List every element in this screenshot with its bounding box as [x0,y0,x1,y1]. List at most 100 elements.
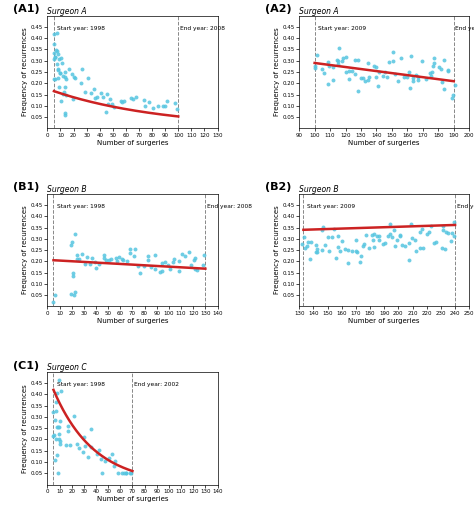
Point [429,62,437,70]
Point [112,253,120,262]
Point [71,230,78,239]
Point [52,53,59,61]
Point [54,423,61,431]
Point [70,269,77,278]
Point [114,469,121,477]
Point [448,94,456,103]
Point [334,243,342,251]
Point [95,445,103,454]
Point [324,80,332,88]
Point [79,448,86,456]
Point [105,256,113,265]
Point [325,62,333,70]
Point [170,255,177,263]
Point [435,63,442,71]
Point [449,91,456,99]
Point [52,455,59,464]
Point [126,249,134,257]
Point [61,73,69,81]
Point [55,423,62,431]
Point [145,98,153,106]
Point [58,96,65,105]
Point [357,252,365,260]
Point [339,54,346,62]
Point [108,100,116,108]
Point [345,259,352,267]
Point [50,298,57,306]
Point [362,231,370,240]
Point [59,72,67,80]
Point [88,254,96,263]
Point [324,57,332,66]
Point [88,89,95,97]
Point [54,50,62,58]
Point [341,245,349,254]
Point [70,412,78,420]
Point [333,55,340,64]
Point [105,454,112,463]
Point [68,238,75,246]
Text: End year: 2012: End year: 2012 [456,26,474,31]
Point [84,74,92,82]
Point [352,70,359,78]
Point [70,95,77,103]
Point [78,65,86,73]
Point [408,52,415,60]
Y-axis label: Frequency of recurrences: Frequency of recurrences [22,206,28,294]
Point [312,247,320,256]
Point [300,233,308,241]
Point [391,70,399,79]
Text: Start year: 1998: Start year: 1998 [57,26,105,31]
Point [303,241,310,250]
Point [353,248,361,256]
Point [385,58,392,66]
Point [72,288,79,296]
Point [53,29,60,38]
Point [379,72,387,80]
Point [51,75,59,83]
X-axis label: Number of surgeries: Number of surgeries [348,140,420,146]
Point [397,54,404,62]
Point [119,256,127,265]
Point [107,254,115,263]
Point [60,88,68,96]
Text: (A2): (A2) [265,4,292,15]
Point [53,47,60,56]
Point [62,91,70,99]
Point [334,57,342,65]
Point [374,82,382,90]
Point [313,248,321,256]
Text: Surgeon A: Surgeon A [47,7,87,16]
Point [53,389,61,397]
Text: End year: 2008: End year: 2008 [180,26,225,31]
Point [313,51,321,59]
Point [158,258,166,267]
Point [54,65,62,73]
Point [51,40,58,48]
Point [430,239,438,247]
Point [438,65,445,73]
Point [375,68,383,77]
Point [134,262,142,270]
Point [336,44,343,52]
Text: End year: 2008: End year: 2008 [207,204,252,209]
Point [50,75,57,83]
Text: End year: 2002: End year: 2002 [134,382,179,388]
Point [118,96,125,105]
Point [118,255,125,264]
Point [381,68,389,76]
Point [370,230,377,238]
Point [96,260,103,268]
Point [354,87,362,95]
Point [53,59,60,68]
Point [83,253,91,262]
Point [91,85,98,93]
Point [56,440,64,449]
Point [51,30,58,39]
Text: Surgeon A: Surgeon A [299,7,339,16]
Point [338,237,346,245]
Point [137,269,144,278]
Point [365,73,373,81]
Point [75,444,82,452]
Point [132,93,140,101]
